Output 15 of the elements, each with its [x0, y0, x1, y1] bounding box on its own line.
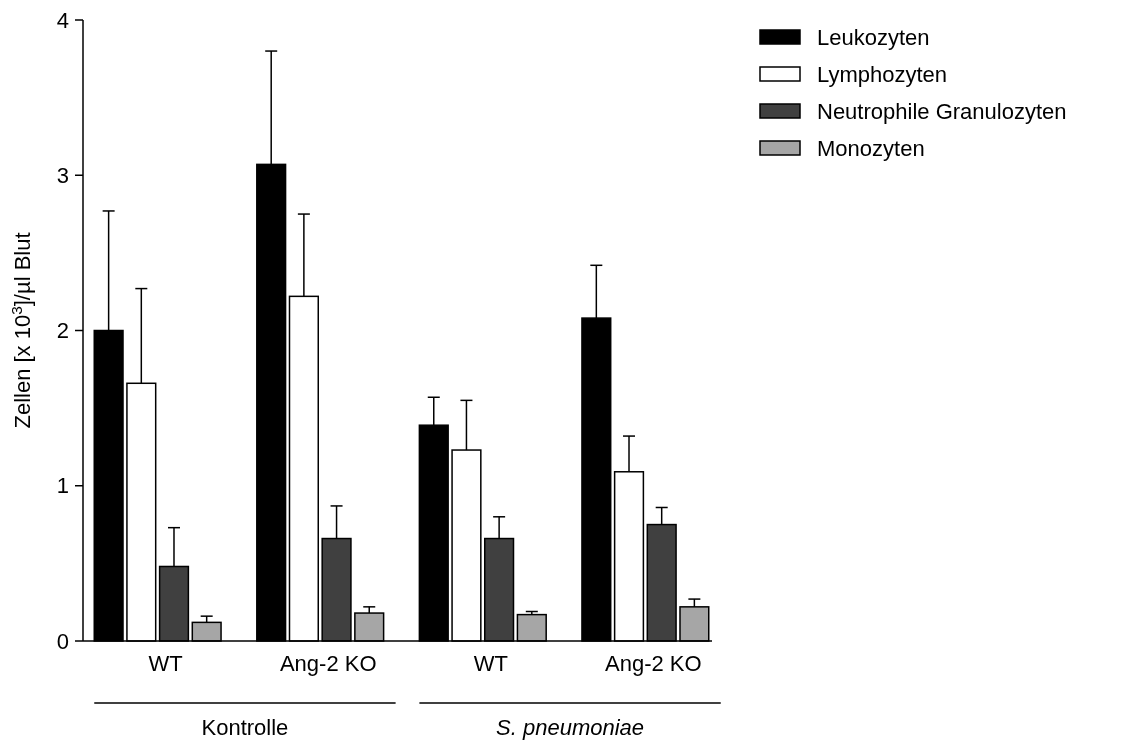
- legend-label: Lymphozyten: [817, 61, 948, 87]
- y-tick-label: 3: [56, 162, 69, 188]
- x-tick-label: Ang-2 KO: [279, 651, 377, 676]
- x-tick-label: Ang-2 KO: [605, 651, 702, 676]
- x-tick-label: WT: [473, 651, 508, 676]
- y-tick-label: 0: [56, 628, 69, 654]
- legend-label: Neutrophile Granulozyten: [817, 98, 1067, 124]
- legend-label: Monozyten: [817, 135, 925, 161]
- text: Kontrolle: [201, 715, 289, 740]
- y-tick-label: 2: [56, 318, 69, 344]
- y-tick-label: 1: [56, 473, 69, 499]
- legend-label: Leukozyten: [817, 24, 930, 50]
- text: S. pneumoniae: [496, 715, 645, 740]
- y-tick-label: 4: [56, 7, 69, 33]
- x-tick-label: WT: [148, 651, 183, 676]
